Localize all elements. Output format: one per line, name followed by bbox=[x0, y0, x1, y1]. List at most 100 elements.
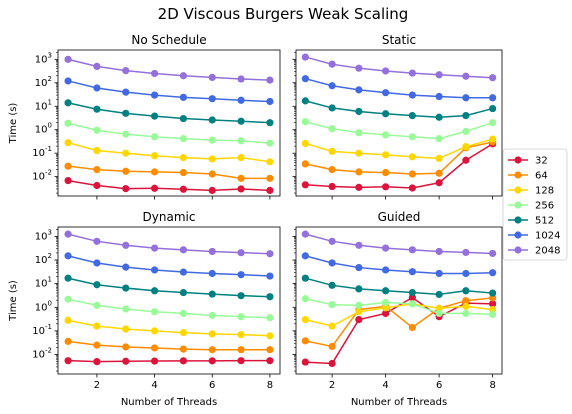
data-point bbox=[150, 112, 159, 120]
panel-title: Guided bbox=[378, 210, 421, 224]
legend: 32 64 128 256 512 1024 2048 bbox=[502, 148, 568, 261]
panel-no-schedule: No Schedule 10-2 10-1 100 101 102 103 Time (s) bbox=[8, 33, 281, 200]
data-point bbox=[237, 357, 245, 365]
data-point bbox=[122, 343, 130, 351]
data-point bbox=[301, 53, 309, 61]
x-tick-label: 4 bbox=[151, 380, 157, 391]
data-point bbox=[179, 246, 188, 254]
data-point bbox=[93, 281, 101, 289]
data-point bbox=[382, 309, 390, 318]
y-axis-label: Time (s) bbox=[8, 280, 19, 322]
data-point bbox=[355, 285, 363, 293]
data-point bbox=[462, 112, 470, 120]
series-128 bbox=[64, 139, 274, 166]
data-point bbox=[266, 97, 274, 106]
data-point bbox=[435, 169, 443, 177]
data-point bbox=[435, 71, 443, 79]
data-point bbox=[489, 119, 497, 127]
data-point bbox=[301, 358, 309, 366]
data-point bbox=[355, 301, 363, 310]
data-point bbox=[93, 301, 101, 310]
data-point bbox=[179, 345, 188, 353]
data-point bbox=[237, 117, 245, 125]
x-tick-label: 8 bbox=[267, 380, 273, 391]
data-point bbox=[489, 104, 497, 113]
series-line bbox=[68, 359, 270, 363]
series-line bbox=[67, 255, 270, 277]
data-point bbox=[266, 186, 274, 194]
data-point bbox=[93, 259, 101, 267]
data-point bbox=[355, 86, 363, 94]
data-point bbox=[435, 134, 443, 143]
data-point bbox=[208, 155, 216, 163]
data-point bbox=[328, 300, 336, 309]
data-point bbox=[355, 168, 363, 176]
data-point bbox=[150, 133, 159, 141]
data-point bbox=[355, 107, 363, 116]
series-256 bbox=[64, 119, 274, 147]
series-32 bbox=[301, 140, 497, 192]
legend-label: 1024 bbox=[535, 231, 560, 242]
series-line bbox=[305, 141, 493, 175]
data-point bbox=[462, 269, 470, 278]
data-point bbox=[435, 179, 443, 187]
series-line bbox=[67, 122, 270, 144]
series-1024 bbox=[301, 252, 497, 278]
x-tick-label: 6 bbox=[209, 380, 215, 391]
data-point bbox=[382, 89, 390, 97]
data-point bbox=[301, 181, 309, 189]
data-point bbox=[301, 230, 309, 238]
data-point bbox=[328, 125, 336, 133]
series-2048 bbox=[64, 55, 274, 84]
y-tick-label: 103 bbox=[35, 51, 52, 65]
data-point bbox=[462, 309, 470, 318]
data-point bbox=[179, 153, 188, 162]
series-128 bbox=[301, 135, 497, 163]
data-point bbox=[301, 118, 309, 126]
data-point bbox=[208, 95, 216, 103]
legend-label: 64 bbox=[535, 171, 548, 182]
data-point bbox=[382, 304, 390, 312]
data-point bbox=[93, 126, 101, 134]
data-point bbox=[122, 67, 130, 75]
legend-entry-128: 128 bbox=[508, 186, 554, 197]
data-point bbox=[328, 359, 336, 368]
data-point bbox=[462, 156, 470, 164]
series-32 bbox=[64, 176, 274, 194]
data-point bbox=[208, 170, 216, 178]
data-point bbox=[489, 94, 497, 102]
legend-marker bbox=[514, 201, 522, 209]
data-point bbox=[150, 152, 159, 160]
data-point bbox=[408, 184, 416, 192]
y-tick-label: 102 bbox=[35, 75, 52, 89]
panel-dynamic: Dynamic 10-2 10-1 100 101 102 103 2 4 6 8 Time (s) N… bbox=[8, 210, 281, 408]
x-axis-label: Number of Threads bbox=[351, 397, 447, 408]
axes-frame bbox=[57, 49, 281, 197]
data-point bbox=[435, 247, 443, 256]
series-1024 bbox=[64, 77, 274, 106]
data-point bbox=[355, 129, 363, 137]
data-point bbox=[237, 271, 245, 279]
legend-entry-32: 32 bbox=[508, 156, 548, 167]
data-point bbox=[93, 237, 101, 245]
data-point bbox=[266, 332, 274, 340]
data-point bbox=[208, 247, 216, 256]
data-point bbox=[237, 174, 245, 182]
series-line bbox=[67, 141, 271, 163]
data-point bbox=[93, 84, 101, 92]
data-point bbox=[408, 293, 416, 302]
series-line bbox=[305, 143, 494, 189]
y-tick-label: 10-2 bbox=[32, 347, 52, 361]
data-point bbox=[237, 185, 245, 193]
legend-entry-256: 256 bbox=[508, 201, 554, 212]
data-point bbox=[266, 119, 274, 127]
data-point bbox=[122, 167, 130, 175]
data-point bbox=[382, 298, 390, 307]
legend-label: 128 bbox=[535, 186, 554, 197]
data-point bbox=[150, 344, 159, 352]
data-point bbox=[122, 88, 130, 96]
data-point bbox=[266, 293, 274, 301]
data-point bbox=[64, 77, 72, 85]
data-point bbox=[208, 136, 216, 144]
series-line bbox=[67, 80, 270, 103]
